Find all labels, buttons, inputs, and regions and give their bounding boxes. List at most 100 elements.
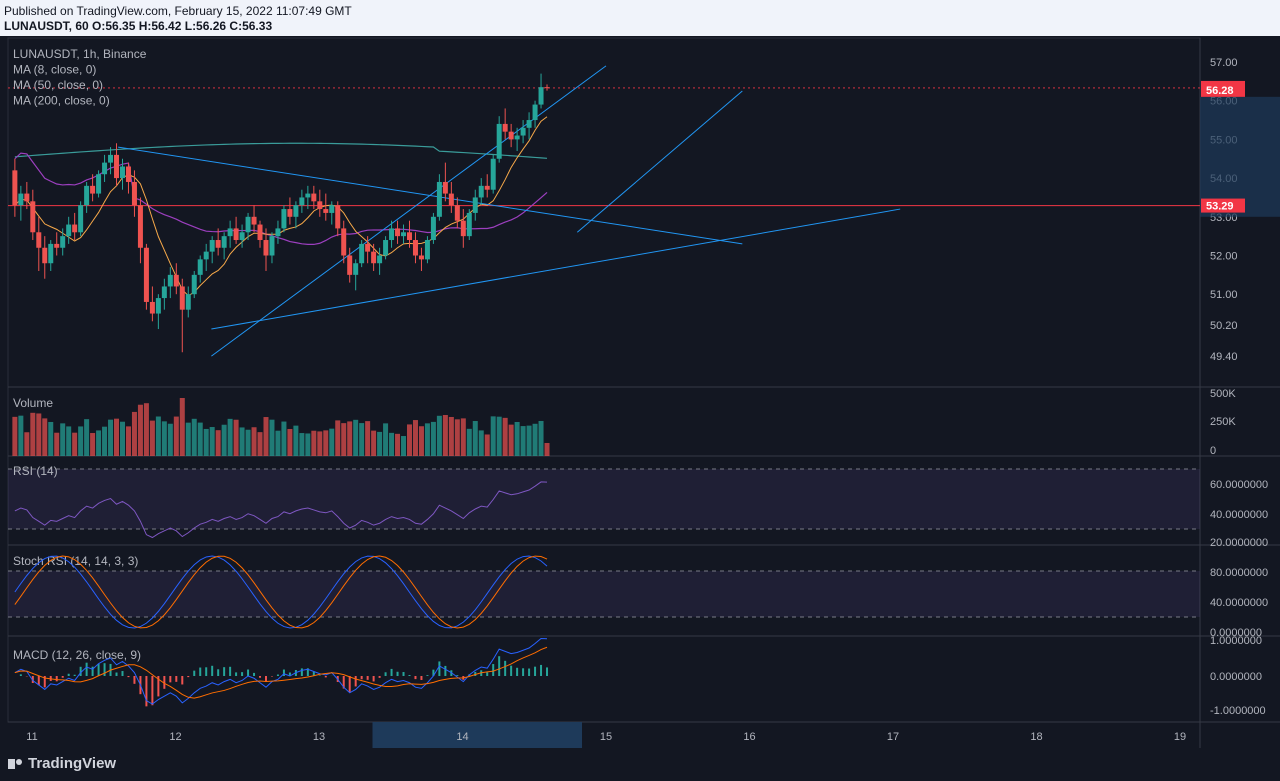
macd-histogram-bar: [217, 669, 220, 676]
volume-bar: [269, 419, 275, 456]
volume-bar: [466, 428, 472, 456]
candle-body: [490, 158, 496, 190]
candle-body: [131, 181, 137, 206]
macd-histogram-bar: [324, 676, 327, 678]
candle-body: [12, 170, 18, 206]
volume-bar: [251, 427, 257, 456]
volume-bar: [263, 417, 269, 456]
macd-histogram-bar: [408, 675, 411, 676]
candle-body: [281, 209, 287, 229]
volume-bar: [114, 418, 120, 456]
macd-histogram-bar: [19, 674, 22, 676]
macd-histogram-bar: [540, 664, 543, 676]
ma8-line: [14, 116, 548, 297]
price-label-text: 56.28: [1206, 85, 1234, 97]
macd-histogram-bar: [181, 676, 184, 685]
macd-histogram-bar: [306, 668, 309, 676]
tradingview-logo-icon: [8, 758, 22, 769]
candle-body: [448, 193, 454, 206]
volume-bar: [12, 416, 18, 456]
macd-histogram-bar: [414, 676, 417, 680]
rsi-tick-label: 20.0000000: [1210, 537, 1268, 549]
x-axis-tick-label: 11: [26, 731, 37, 743]
ma200-line: [14, 142, 548, 159]
macd-histogram-bar: [366, 676, 369, 680]
macd-histogram-bar: [522, 668, 525, 676]
volume-bar: [48, 421, 54, 456]
candle-body: [42, 247, 48, 264]
macd-histogram-bar: [360, 676, 363, 680]
volume-bar: [96, 430, 102, 456]
macd-histogram-bar: [504, 660, 507, 676]
volume-tick-label: 500K: [1210, 388, 1236, 400]
macd-histogram-bar: [378, 676, 381, 678]
candle-body: [484, 185, 490, 190]
candle-body: [389, 228, 395, 241]
candle-body: [66, 224, 72, 237]
chart-frame: [7, 37, 1201, 723]
price-label-box: [1201, 82, 1245, 97]
x-axis-tick-label: 13: [313, 731, 325, 743]
macd-histogram-bar: [115, 672, 118, 676]
candle-body: [215, 240, 221, 248]
candle-body: [299, 197, 305, 206]
candle-body: [365, 243, 371, 252]
candle-body: [371, 251, 377, 264]
macd-histogram-bar: [432, 669, 435, 676]
candle-body: [377, 255, 383, 264]
volume-bar: [442, 415, 448, 456]
candle-body: [305, 193, 311, 198]
candle-body: [436, 181, 442, 217]
volume-bar: [365, 421, 371, 456]
stoch-band-fill: [8, 571, 1200, 617]
candle-body: [155, 298, 161, 314]
candle-body: [239, 232, 245, 241]
volume-bar: [520, 426, 526, 456]
candle-body: [149, 301, 155, 314]
volume-bar: [275, 430, 281, 456]
candle-body: [119, 166, 125, 179]
candle-body: [418, 255, 424, 260]
macd-histogram-bar: [79, 666, 82, 676]
volume-bar: [412, 420, 418, 456]
tradingview-logo[interactable]: TradingView: [8, 755, 116, 772]
stoch-d-line: [14, 555, 548, 629]
macd-histogram-bar: [229, 666, 232, 676]
candle-body: [460, 220, 466, 237]
macd-histogram-bar: [534, 666, 537, 676]
macd-histogram-bar: [426, 675, 429, 676]
volume-bar: [36, 413, 42, 456]
candle-body: [257, 224, 263, 241]
candle-body: [78, 205, 84, 233]
macd-histogram-bar: [241, 672, 244, 676]
legend-entry: MA (8, close, 0): [13, 63, 96, 77]
macd-histogram-bar: [91, 666, 94, 676]
volume-bar: [293, 425, 299, 456]
volume-bar: [329, 428, 335, 456]
volume-bar: [299, 433, 305, 456]
x-axis-tick-label: 17: [887, 731, 899, 743]
volume-bar: [418, 426, 424, 456]
candle-body: [526, 120, 532, 128]
macd-signal-line: [14, 646, 548, 699]
candle-body: [520, 127, 526, 136]
macd-histogram-bar: [223, 667, 226, 676]
macd-histogram-bar: [205, 667, 208, 676]
macd-histogram-bar: [163, 676, 166, 689]
volume-bar: [125, 426, 131, 456]
candle-body: [323, 209, 329, 213]
macd-histogram-bar: [528, 668, 531, 676]
macd-histogram-bar: [151, 676, 154, 706]
x-range-highlight: [372, 722, 582, 748]
trendline: [576, 90, 743, 233]
volume-bar: [102, 426, 108, 456]
volume-bar: [60, 423, 66, 456]
legend-entry: MA (50, close, 0): [13, 78, 103, 92]
macd-histogram-bar: [259, 676, 262, 678]
volume-bar: [502, 417, 508, 456]
macd-histogram-bar: [516, 667, 519, 676]
volume-bar: [490, 416, 496, 456]
macd-histogram-bar: [456, 675, 459, 676]
candle-body: [311, 193, 317, 202]
